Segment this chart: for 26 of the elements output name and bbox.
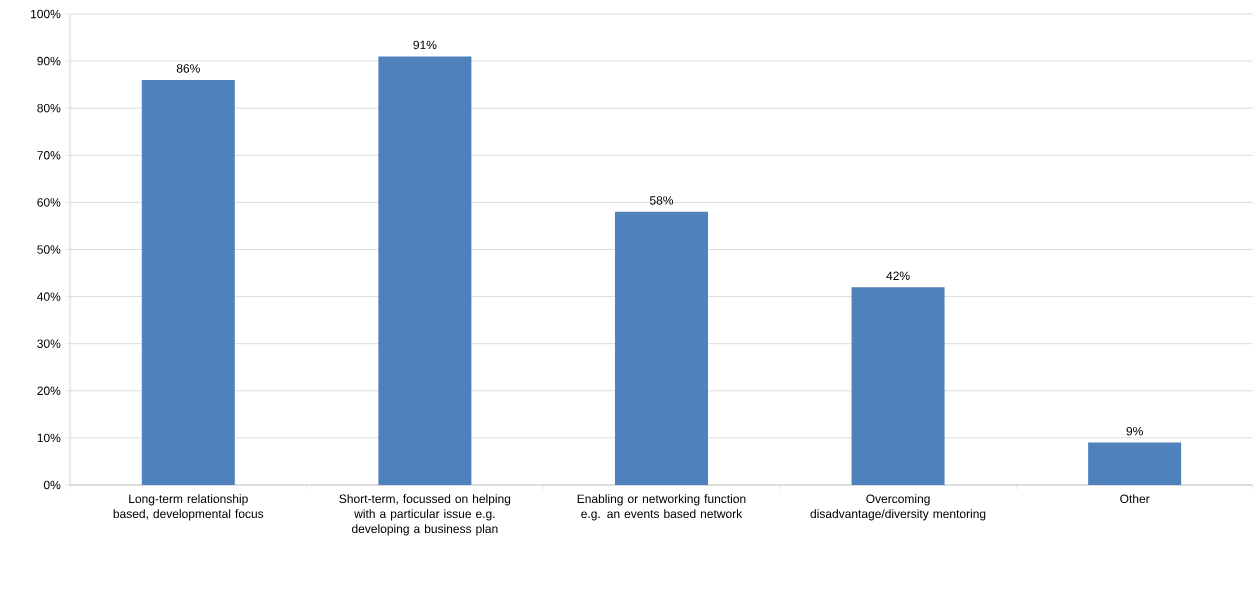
- bar: [614, 211, 708, 485]
- bar: [1088, 442, 1182, 485]
- x-tick-label: Enabling or networking function e.g. an events based network: [577, 494, 746, 521]
- y-tick-label: 30%: [37, 339, 61, 348]
- y-tick-label: 50%: [37, 245, 61, 254]
- x-tick-label: Overcoming disadvantage/diversity mentoring: [810, 494, 986, 521]
- y-tick-label: 0%: [43, 480, 61, 490]
- y-tick-label: 60%: [37, 198, 61, 207]
- y-tick-label: 80%: [37, 103, 61, 113]
- x-tick-label: Long-term relationship based, developmental focus: [113, 494, 264, 521]
- data-label: 58%: [649, 196, 674, 205]
- x-tick-label: Other: [1120, 494, 1150, 504]
- y-tick-label: 100%: [31, 9, 61, 19]
- y-tick-label: 70%: [37, 151, 61, 160]
- y-tick-label: 90%: [37, 56, 61, 66]
- bar: [378, 56, 472, 485]
- bar: [141, 79, 235, 485]
- y-tick-label: 40%: [37, 292, 61, 301]
- y-tick-label: 20%: [37, 386, 61, 396]
- bar: [851, 287, 945, 485]
- y-tick-label: 10%: [37, 433, 61, 443]
- x-tick-label: Short-term, focussed on helping with a particular issue e.g. developing a business plan: [339, 494, 511, 536]
- data-label: 42%: [886, 271, 910, 280]
- data-label: 86%: [176, 64, 200, 73]
- data-label: 91%: [413, 40, 437, 50]
- data-label: 9%: [1126, 426, 1143, 436]
